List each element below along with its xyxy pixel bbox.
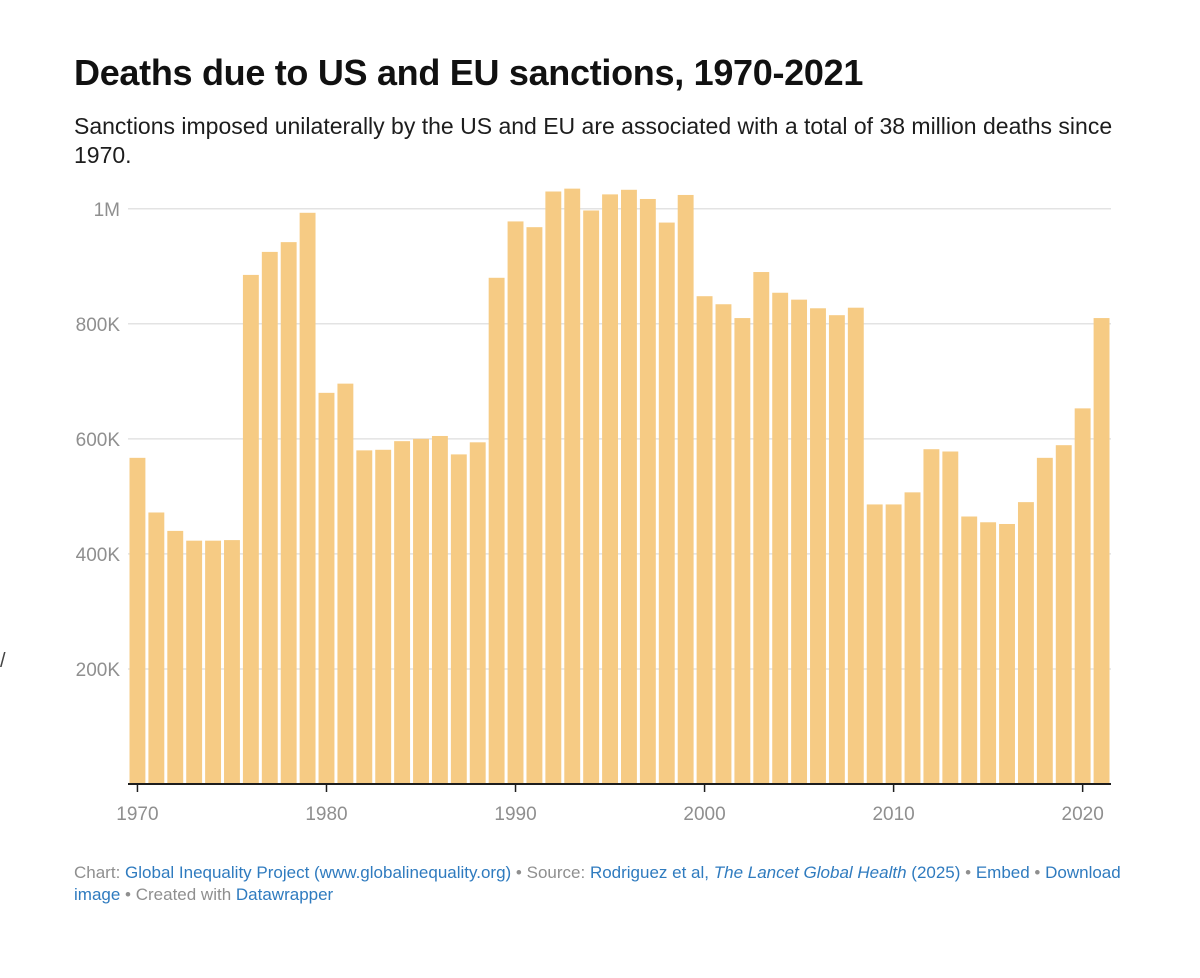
bar-2017[interactable]	[1017, 502, 1034, 784]
bar-1988[interactable]	[469, 442, 486, 784]
bar-1998[interactable]	[658, 222, 675, 784]
bar-2006[interactable]	[810, 308, 826, 784]
bars	[129, 188, 1110, 785]
bar-1971[interactable]	[148, 512, 165, 784]
bar-1979[interactable]	[299, 212, 316, 785]
bar-2000[interactable]	[696, 296, 713, 784]
y-tick-label: 200K	[76, 660, 121, 681]
bar-1977[interactable]	[261, 251, 278, 784]
footer-chart-link[interactable]: Global Inequality Project (www.globaline…	[125, 863, 512, 882]
bar-1994[interactable]	[583, 210, 600, 785]
chart-footer: Chart: Global Inequality Project (www.gl…	[74, 862, 1134, 906]
bar-2014[interactable]	[961, 516, 978, 784]
bar-2018[interactable]	[1036, 457, 1053, 784]
x-tick-label: 1970	[116, 804, 158, 825]
bar-2005[interactable]	[791, 299, 808, 784]
bar-1995[interactable]	[602, 194, 618, 784]
bar-2021[interactable]	[1093, 318, 1110, 784]
bar-1982[interactable]	[356, 450, 373, 784]
bar-2011[interactable]	[904, 492, 921, 784]
bar-2001[interactable]	[715, 304, 732, 784]
y-tick-label: 1M	[94, 200, 120, 221]
bar-2002[interactable]	[734, 318, 751, 784]
bar-1972[interactable]	[167, 530, 184, 784]
bar-1973[interactable]	[186, 540, 203, 784]
footer-separator: •	[960, 863, 976, 882]
bar-1989[interactable]	[488, 277, 505, 784]
datawrapper-link[interactable]: Datawrapper	[235, 885, 334, 904]
margin-mark: /	[0, 650, 6, 672]
x-tick-label: 1980	[305, 804, 347, 825]
footer-source-label: Source:	[526, 863, 586, 882]
bar-2020[interactable]	[1074, 408, 1091, 784]
footer-source-year[interactable]: (2025)	[911, 863, 961, 882]
x-tick-label: 2010	[872, 804, 914, 825]
bar-2004[interactable]	[772, 292, 789, 784]
bar-1990[interactable]	[507, 221, 524, 785]
bar-1987[interactable]	[450, 454, 467, 784]
bar-1976[interactable]	[242, 274, 259, 784]
bar-2016[interactable]	[999, 523, 1015, 784]
bar-1980[interactable]	[318, 392, 335, 784]
footer-separator: •	[120, 885, 136, 904]
bar-1975[interactable]	[224, 540, 240, 784]
bar-1999[interactable]	[677, 194, 694, 784]
footer-source-link[interactable]: Rodriguez et al,	[589, 863, 710, 882]
bar-1985[interactable]	[413, 438, 429, 784]
x-tick-label: 2020	[1062, 804, 1104, 825]
bar-2010[interactable]	[885, 504, 902, 784]
y-tick-label: 800K	[76, 315, 121, 336]
bar-1970[interactable]	[129, 457, 146, 784]
y-tick-label: 400K	[76, 545, 121, 566]
bar-1996[interactable]	[621, 189, 637, 784]
bar-1983[interactable]	[375, 449, 392, 784]
bar-2007[interactable]	[828, 315, 845, 784]
embed-link[interactable]: Embed	[975, 863, 1030, 882]
bar-2009[interactable]	[866, 504, 883, 784]
bar-1992[interactable]	[545, 191, 562, 785]
footer-created-label: Created with	[135, 885, 232, 904]
bar-2015[interactable]	[980, 522, 997, 784]
x-tick-label: 1990	[494, 804, 536, 825]
footer-separator: •	[511, 863, 527, 882]
bar-2003[interactable]	[753, 272, 770, 784]
chart-title: Deaths due to US and EU sanctions, 1970-…	[74, 52, 864, 93]
bar-2013[interactable]	[942, 451, 959, 784]
bar-1974[interactable]	[205, 540, 222, 784]
bar-2008[interactable]	[847, 307, 864, 784]
y-tick-label: 600K	[76, 430, 121, 451]
footer-separator: •	[1029, 863, 1046, 882]
footer-source-journal[interactable]: The Lancet Global Health	[713, 863, 907, 882]
bar-1993[interactable]	[564, 188, 581, 784]
x-tick-label: 2000	[683, 804, 725, 825]
y-axis-ticks: 200K 400K 600K 800K 1M	[76, 200, 121, 681]
bar-1984[interactable]	[394, 441, 411, 784]
bar-2012[interactable]	[923, 449, 940, 784]
bar-2019[interactable]	[1055, 445, 1072, 784]
bar-1997[interactable]	[639, 198, 656, 785]
chart-subtitle: Sanctions imposed unilaterally by the US…	[74, 113, 1113, 168]
download-image-link[interactable]: Download image	[74, 863, 1121, 904]
bar-1991[interactable]	[526, 227, 543, 785]
footer-chart-label: Chart:	[74, 863, 121, 882]
bar-1978[interactable]	[280, 242, 297, 784]
bar-1986[interactable]	[431, 435, 448, 784]
x-axis-ticks: 1970 1980 1990 2000 2010 2020	[116, 784, 1104, 825]
bar-1981[interactable]	[337, 383, 354, 784]
